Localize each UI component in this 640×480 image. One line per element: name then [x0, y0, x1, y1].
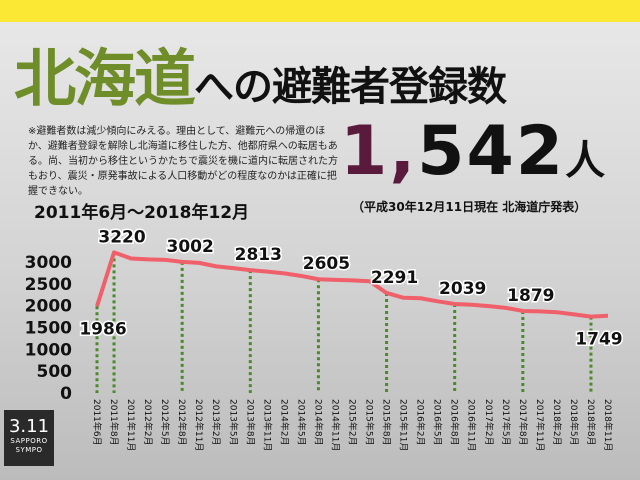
x-tick-label: 2011年8月 — [108, 399, 120, 446]
top-bar — [0, 0, 640, 22]
y-tick-label: 500 — [37, 362, 73, 382]
x-tick-label: 2017年11月 — [534, 399, 546, 451]
x-tick-label: 2012年2月 — [142, 399, 154, 446]
y-tick-label: 0 — [60, 384, 72, 404]
y-tick-label: 2500 — [25, 275, 72, 295]
x-tick-label: 2013年11月 — [261, 399, 273, 451]
x-tick-label: 2013年8月 — [244, 399, 256, 446]
data-label: 1986 — [79, 319, 126, 339]
x-tick-label: 2011年6月 — [91, 399, 103, 446]
x-tick-label: 2013年5月 — [227, 399, 239, 446]
series-line — [95, 250, 609, 319]
x-tick-label: 2011年11月 — [125, 399, 137, 451]
x-tick-label: 2018年11月 — [602, 399, 614, 451]
title: 北海道への避難者登録数 — [14, 28, 507, 118]
y-tick-label: 3000 — [25, 253, 72, 273]
logo-line: SYMPO — [15, 446, 43, 454]
title-highlight: 北海道 — [14, 42, 196, 115]
headline-number: 1,542 — [340, 112, 566, 191]
x-tick-label: 2018年5月 — [568, 399, 580, 446]
headline-unit: 人 — [565, 138, 606, 184]
logo-mark: 3.11 — [8, 416, 50, 437]
x-tick-label: 2015年11月 — [398, 399, 410, 451]
x-tick-label: 2017年5月 — [500, 399, 512, 446]
x-tick-label: 2016年5月 — [432, 399, 444, 446]
x-tick-label: 2014年8月 — [312, 399, 324, 446]
x-tick-label: 2018年2月 — [551, 399, 563, 446]
x-tick-label: 2012年8月 — [176, 399, 188, 446]
y-tick-label: 1000 — [25, 340, 72, 360]
data-label: 1749 — [575, 330, 622, 350]
x-tick-label: 2017年2月 — [483, 399, 495, 446]
data-label: 2291 — [371, 268, 418, 288]
x-tick-label: 2013年2月 — [210, 399, 222, 446]
data-label: 3002 — [167, 237, 214, 257]
title-rest: への避難者登録数 — [194, 64, 507, 110]
data-label: 2039 — [439, 279, 486, 299]
x-tick-label: 2012年5月 — [159, 399, 171, 446]
x-tick-label: 2016年11月 — [466, 399, 478, 451]
x-tick-label: 2014年5月 — [295, 399, 307, 446]
x-tick-label: 2015年2月 — [347, 399, 359, 446]
x-tick-label: 2016年8月 — [449, 399, 461, 446]
headline: 1,542人 — [340, 112, 605, 191]
x-tick-label: 2016年2月 — [415, 399, 427, 446]
x-tick-label: 2014年11月 — [329, 399, 341, 451]
data-label: 1879 — [507, 286, 554, 306]
x-tick-label: 2018年8月 — [585, 399, 597, 446]
logo: 3.11 SAPPORO SYMPO — [4, 410, 54, 466]
x-tick-label: 2015年5月 — [364, 399, 376, 446]
x-tick-label: 2015年8月 — [381, 399, 393, 446]
x-tick-label: 2017年8月 — [517, 399, 529, 446]
y-tick-label: 2000 — [25, 297, 72, 317]
data-label: 2813 — [235, 245, 282, 265]
data-label: 2605 — [303, 254, 350, 274]
y-tick-label: 1500 — [25, 319, 72, 339]
logo-line: SAPPORO — [10, 437, 48, 445]
x-tick-label: 2014年2月 — [278, 399, 290, 446]
chart-title: 2011年6月〜2018年12月 — [34, 203, 250, 223]
data-label: 3220 — [98, 227, 145, 247]
x-tick-label: 2012年11月 — [193, 399, 205, 451]
as-of: （平成30年12月11日現在 北海道庁発表） — [352, 200, 587, 214]
note: ※避難者数は減少傾向にみえる。理由として、避難元への帰還のほか、避難者登録を解除… — [28, 126, 338, 197]
